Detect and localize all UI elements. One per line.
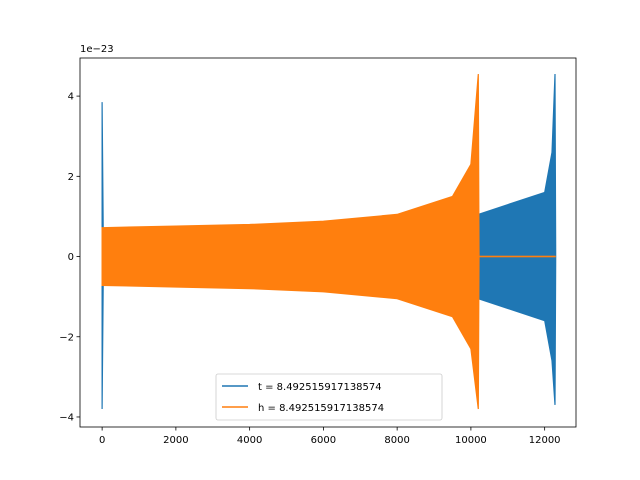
y-axis: −4 −2 0 2 4 <box>59 92 80 423</box>
legend-label-h: h = 8.492515917138574 <box>258 403 384 414</box>
legend-box <box>215 373 443 421</box>
y-offset-label: 1e−23 <box>80 44 114 55</box>
x-tick-label: 6000 <box>311 435 336 446</box>
y-tick-label: 0 <box>68 252 74 263</box>
x-tick-label: 8000 <box>384 435 409 446</box>
plot-area <box>101 73 557 410</box>
legend: t = 8.492515917138574 h = 8.492515917138… <box>215 373 443 421</box>
x-tick-label: 2000 <box>163 435 188 446</box>
y-tick-label: −4 <box>59 412 74 423</box>
x-tick-label: 0 <box>99 435 105 446</box>
axes-frame <box>79 57 577 428</box>
y-tick-label: 2 <box>68 172 74 183</box>
y-tick-label: −2 <box>59 332 74 343</box>
x-tick-label: 10000 <box>455 435 487 446</box>
y-tick-label: 4 <box>68 92 74 103</box>
legend-label-t: t = 8.492515917138574 <box>258 382 382 393</box>
x-axis: 0 2000 4000 6000 8000 10000 12000 <box>99 427 561 446</box>
x-tick-label: 12000 <box>529 435 561 446</box>
x-tick-label: 4000 <box>237 435 262 446</box>
